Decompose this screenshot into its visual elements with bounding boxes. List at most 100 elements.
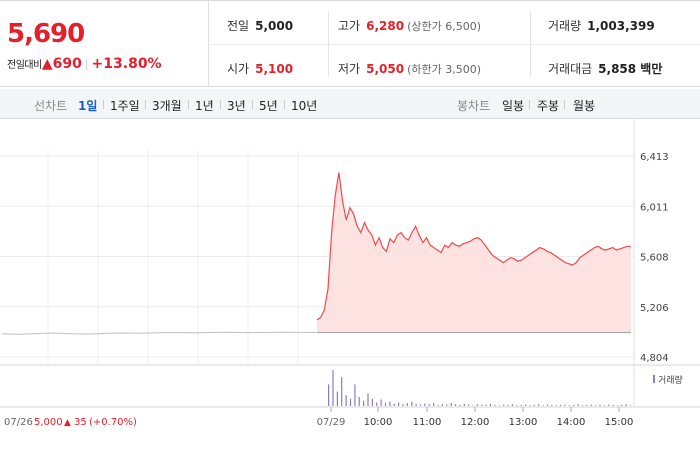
volume-bar (525, 404, 527, 406)
change-row: 전일대비▲690 | +13.80% (7, 56, 162, 72)
volume-bar (507, 404, 509, 406)
volume-bar (503, 404, 505, 406)
volume-bar (533, 404, 535, 406)
volume-bar (367, 393, 369, 406)
volume-bar (454, 404, 457, 406)
volume-bar (529, 405, 531, 406)
price-chart: 6,413 6,011 5,608 5,206 4,804 07/29 10:00 11:0… (0, 119, 700, 450)
today-price-area (317, 172, 631, 333)
volume-bar (621, 404, 623, 406)
volume-bar (441, 403, 443, 406)
volume-bar (419, 404, 422, 406)
volume-bar (511, 404, 513, 406)
volume-bar (625, 404, 627, 406)
volume-bar (608, 404, 610, 406)
volume-bar (459, 404, 461, 406)
volume-bar (402, 404, 404, 406)
volume-bar (371, 398, 373, 406)
volume-bar (384, 403, 387, 406)
volume-bar (472, 405, 474, 406)
today-price-line (316, 172, 631, 321)
change-divider: | (84, 58, 89, 71)
volume-bar (599, 404, 601, 406)
tab-candle-weekly[interactable]: 주봉 (537, 99, 560, 113)
candle-chart-label: 봉차트 (457, 99, 491, 113)
y-tick-label: 5,608 (640, 253, 669, 264)
prev-day-date: 07/26 (4, 417, 33, 428)
tab-period-3y[interactable]: 3년 (227, 99, 246, 113)
stat-open: 시가 5,100 (227, 62, 294, 76)
volume-bar (389, 401, 391, 406)
y-tick-label: 4,804 (640, 353, 669, 364)
tab-period-10y[interactable]: 10년 (291, 99, 318, 113)
stat-trade-value: 거래대금 5,858 백만 (548, 62, 663, 76)
prev-day-percent: (+0.70%) (89, 417, 137, 428)
volume-bar (542, 405, 544, 406)
stat-prev-close: 전일 5,000 (227, 19, 294, 33)
volume-bar (463, 403, 465, 406)
volume-bar (581, 405, 584, 406)
y-tick-label: 5,206 (640, 303, 669, 314)
volume-bar (393, 403, 395, 406)
tab-period-5y[interactable]: 5년 (259, 99, 278, 113)
volume-bar (363, 400, 365, 406)
volume-bar (411, 401, 413, 406)
quote-header: 5,690 전일대비▲690 | +13.80% 전일 5,000 시가 5,100 고… (0, 0, 700, 87)
volume-bar (481, 404, 483, 406)
tab-period-3m[interactable]: 3개월 (152, 99, 182, 113)
current-price: 5,690 (7, 19, 85, 49)
volume-bar (538, 404, 540, 406)
x-tick-label: 15:00 (605, 417, 634, 428)
volume-bar (424, 403, 426, 406)
stats-col-divider-2 (530, 11, 531, 77)
volume-bar (476, 404, 478, 406)
tab-candle-monthly[interactable]: 월봉 (573, 99, 596, 113)
volume-bar (630, 405, 632, 406)
volume-bar (398, 402, 400, 406)
y-tick-label: 6,011 (640, 202, 669, 213)
price-chart-svg: 6,413 6,011 5,608 5,206 4,804 07/29 10:00 11:0… (0, 119, 700, 428)
x-tick-label: 14:00 (557, 417, 586, 428)
volume-bar (564, 404, 566, 406)
volume-bar (437, 404, 439, 406)
x-tick-label: 13:00 (509, 417, 538, 428)
x-tick-label: 07/29 (317, 417, 346, 428)
volume-bar (616, 405, 619, 406)
volume-bar (433, 402, 435, 406)
volume-bar (516, 405, 518, 406)
volume-bar (603, 405, 605, 406)
stats-col-divider-1 (328, 11, 329, 77)
volume-bar (551, 404, 553, 406)
tab-period-1w[interactable]: 1주일 (110, 99, 140, 113)
volume-bar (468, 404, 470, 406)
volume-bar (328, 384, 330, 406)
stat-high: 고가 6,280 (상한가 6,500) (338, 19, 481, 33)
volume-bar (612, 404, 614, 406)
volume-legend-swatch (653, 375, 655, 383)
volume-bar (428, 404, 430, 406)
tab-period-1y[interactable]: 1년 (195, 99, 214, 113)
change-value: 690 (52, 56, 82, 72)
tab-candle-daily[interactable]: 일봉 (502, 99, 525, 113)
volume-bar (595, 405, 597, 406)
line-chart-label: 선차트 (34, 99, 68, 113)
stats-row-divider (210, 44, 700, 45)
prev-day-up-arrow-icon: ▲ (64, 418, 71, 428)
stat-volume: 거래량 1,003,399 (548, 19, 655, 33)
volume-bar (568, 405, 570, 406)
volume-bar (376, 402, 378, 406)
tab-period-1d[interactable]: 1일 (78, 99, 98, 113)
volume-bar (349, 398, 352, 406)
volume-bar (345, 395, 347, 406)
x-tick-label: 12:00 (461, 417, 490, 428)
chart-toolbar: 선차트 1일 1주일 3개월 1년 3년 5년 10년 봉차트 일봉 주봉 월봉 (0, 89, 700, 119)
volume-bar (341, 377, 343, 406)
x-tick-label: 11:00 (413, 417, 442, 428)
volume-bar (498, 405, 500, 406)
volume-bar (590, 404, 592, 406)
volume-legend-label: 거래량 (658, 374, 683, 386)
volume-bar (446, 404, 448, 406)
x-tick-label: 10:00 (364, 417, 393, 428)
volume-bar (494, 404, 496, 406)
up-arrow-icon: ▲ (41, 56, 53, 72)
